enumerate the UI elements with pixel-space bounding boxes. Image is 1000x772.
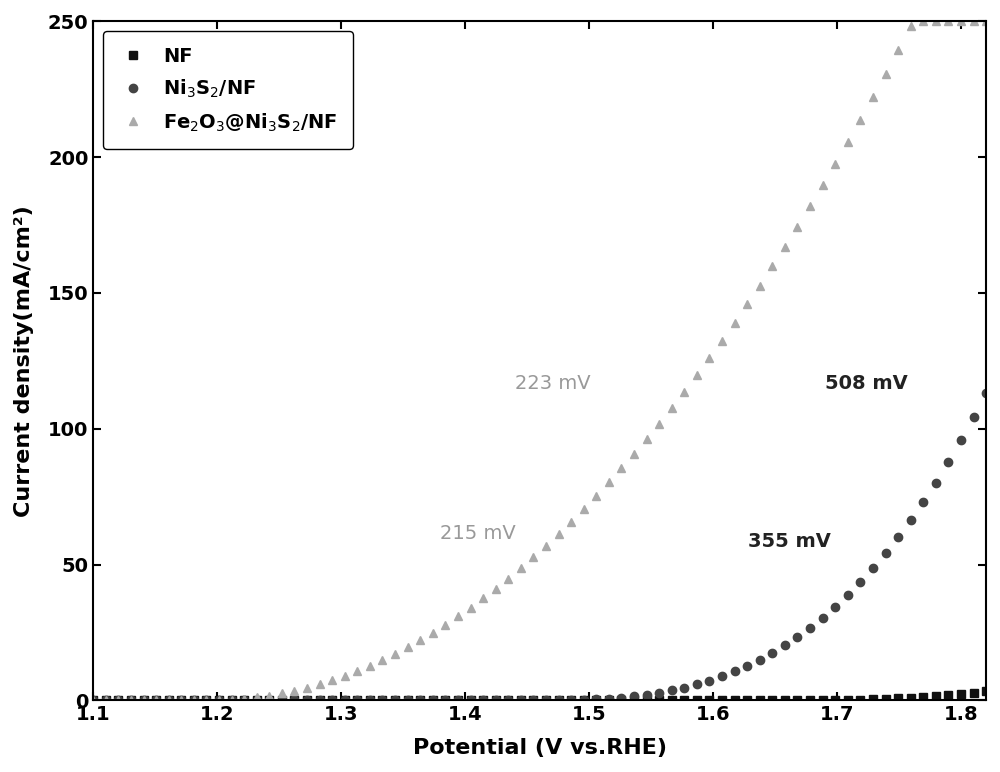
NF xyxy=(213,696,225,705)
Ni$_3$S$_2$/NF xyxy=(213,696,225,705)
Legend: NF, Ni$_3$S$_2$/NF, Fe$_2$O$_3$@Ni$_3$S$_2$/NF: NF, Ni$_3$S$_2$/NF, Fe$_2$O$_3$@Ni$_3$S$… xyxy=(103,31,353,149)
Ni$_3$S$_2$/NF xyxy=(301,696,313,705)
NF xyxy=(87,696,99,705)
NF xyxy=(389,696,401,705)
Ni$_3$S$_2$/NF xyxy=(590,695,602,704)
NF xyxy=(590,696,602,705)
Text: 223 mV: 223 mV xyxy=(515,374,591,394)
Line: NF: NF xyxy=(89,687,990,705)
Fe$_2$O$_3$@Ni$_3$S$_2$/NF xyxy=(389,649,401,659)
Y-axis label: Current density(mA/cm²): Current density(mA/cm²) xyxy=(14,205,34,516)
Fe$_2$O$_3$@Ni$_3$S$_2$/NF xyxy=(590,491,602,500)
Fe$_2$O$_3$@Ni$_3$S$_2$/NF xyxy=(917,17,929,26)
NF xyxy=(301,696,313,705)
Ni$_3$S$_2$/NF xyxy=(980,388,992,398)
Ni$_3$S$_2$/NF xyxy=(389,696,401,705)
Ni$_3$S$_2$/NF xyxy=(691,680,703,689)
X-axis label: Potential (V vs.RHE): Potential (V vs.RHE) xyxy=(413,738,667,758)
Fe$_2$O$_3$@Ni$_3$S$_2$/NF xyxy=(87,696,99,705)
Line: Ni$_3$S$_2$/NF: Ni$_3$S$_2$/NF xyxy=(89,388,990,705)
Fe$_2$O$_3$@Ni$_3$S$_2$/NF xyxy=(980,17,992,26)
NF xyxy=(980,686,992,696)
Fe$_2$O$_3$@Ni$_3$S$_2$/NF xyxy=(301,683,313,692)
Fe$_2$O$_3$@Ni$_3$S$_2$/NF xyxy=(653,419,665,428)
Text: 355 mV: 355 mV xyxy=(748,532,831,551)
Fe$_2$O$_3$@Ni$_3$S$_2$/NF xyxy=(213,696,225,705)
Ni$_3$S$_2$/NF xyxy=(653,688,665,697)
NF xyxy=(653,696,665,705)
NF xyxy=(691,696,703,705)
Ni$_3$S$_2$/NF xyxy=(87,696,99,705)
Text: 508 mV: 508 mV xyxy=(825,374,908,394)
Fe$_2$O$_3$@Ni$_3$S$_2$/NF xyxy=(691,371,703,380)
Text: 215 mV: 215 mV xyxy=(440,524,516,543)
Line: Fe$_2$O$_3$@Ni$_3$S$_2$/NF: Fe$_2$O$_3$@Ni$_3$S$_2$/NF xyxy=(89,17,990,705)
